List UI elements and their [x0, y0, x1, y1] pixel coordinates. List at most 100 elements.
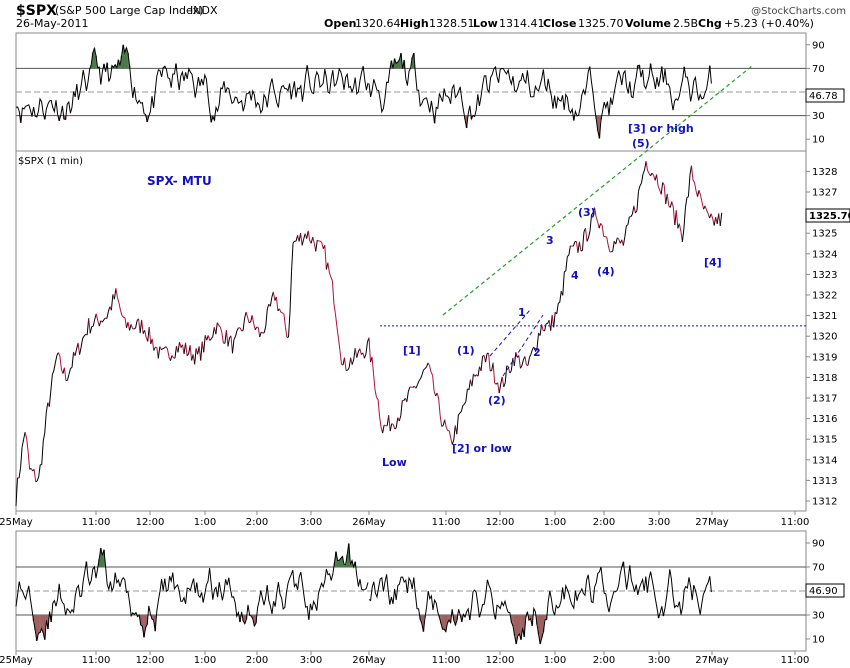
- price-segment: [601, 225, 605, 237]
- price-segment: [439, 415, 443, 427]
- price-segment: [530, 348, 533, 355]
- y-tick-label: 1323: [812, 270, 837, 281]
- price-segment: [669, 201, 673, 208]
- close-label: Close: [543, 17, 576, 30]
- price-segment: [307, 230, 311, 241]
- price-segment: [288, 311, 291, 338]
- price-segment: [20, 447, 23, 469]
- price-segment: [356, 351, 359, 358]
- price-segment: [429, 365, 432, 373]
- price-segment: [33, 469, 37, 482]
- price-segment: [42, 432, 46, 442]
- price-segment: [553, 312, 556, 328]
- price-segment: [242, 318, 246, 331]
- wave-label: Low: [382, 456, 407, 469]
- price-segment: [580, 249, 583, 252]
- price-segment: [418, 378, 421, 382]
- price-segment: [607, 245, 611, 252]
- price-segment: [215, 322, 218, 335]
- price-segment: [382, 424, 385, 434]
- price-segment: [327, 262, 330, 273]
- price-segment: [68, 368, 71, 375]
- price-segment: [441, 425, 444, 427]
- price-segment: [412, 385, 415, 388]
- price-segment: [595, 216, 599, 222]
- price-segment: [713, 217, 717, 226]
- indicator-tick-label: 10: [812, 135, 825, 146]
- price-segment: [284, 327, 288, 338]
- price-segment: [430, 371, 434, 376]
- price-segment: [328, 272, 332, 278]
- x-tick-label: 1:00: [544, 517, 566, 528]
- wave-label: (4): [597, 265, 615, 278]
- price-segment: [704, 205, 708, 211]
- price-segment: [23, 431, 26, 440]
- price-segment: [82, 335, 85, 339]
- price-segment: [391, 423, 394, 425]
- price-series: [15, 161, 806, 507]
- x-tick-label: 2:00: [246, 655, 268, 666]
- price-segment: [216, 322, 220, 326]
- price-segment: [239, 327, 243, 332]
- price-segment: [535, 347, 538, 352]
- price-segment: [63, 367, 67, 381]
- price-segment: [584, 228, 588, 242]
- price-segment: [272, 291, 276, 301]
- x-tick-label: 25May: [0, 655, 33, 666]
- price-segment: [406, 391, 409, 402]
- price-segment: [278, 308, 282, 313]
- price-segment: [103, 317, 106, 321]
- price-segment: [416, 380, 420, 386]
- channel-line-upper: [489, 309, 531, 357]
- price-segment: [53, 362, 56, 371]
- price-segment: [471, 373, 474, 387]
- upper-last-value: 46.78: [809, 91, 838, 102]
- volume-value: 2.5B: [673, 17, 698, 30]
- price-segment: [98, 320, 102, 327]
- price-segment: [245, 311, 249, 318]
- price-segment: [207, 335, 211, 341]
- price-segment: [253, 323, 256, 330]
- indicator-tick-label: 90: [812, 40, 825, 51]
- price-segment: [233, 336, 236, 340]
- close-value: 1325.70: [578, 17, 624, 30]
- price-segment: [529, 353, 532, 358]
- price-segment: [200, 341, 203, 361]
- price-segment: [392, 424, 396, 430]
- x-tick-label: 1:00: [194, 655, 216, 666]
- price-segment: [557, 301, 561, 304]
- price-segment: [373, 373, 376, 391]
- price-segment: [600, 223, 603, 226]
- y-tick-label: 1327: [812, 188, 837, 199]
- price-segment: [681, 228, 685, 242]
- x-tick-label: 25May: [0, 517, 33, 528]
- price-segment: [236, 327, 239, 331]
- price-segment: [671, 201, 674, 208]
- price-segment: [510, 357, 514, 371]
- price-segment: [129, 324, 132, 331]
- price-segment: [80, 338, 84, 348]
- indicator-tick-label: 10: [812, 635, 825, 646]
- wave-label: (2): [488, 394, 506, 407]
- price-segment: [312, 236, 315, 244]
- price-segment: [581, 231, 585, 251]
- price-segment: [130, 324, 134, 329]
- price-segment: [351, 359, 355, 365]
- price-segment: [690, 165, 694, 180]
- price-segment: [203, 335, 206, 353]
- price-segment: [133, 327, 136, 330]
- wave-label: (3): [578, 206, 596, 219]
- price-segment: [79, 347, 82, 355]
- price-segment: [687, 175, 691, 197]
- price-segment: [333, 303, 336, 314]
- price-segment: [177, 341, 180, 353]
- price-segment: [407, 386, 411, 392]
- price-segment: [157, 346, 161, 359]
- indicator-tick-label: 30: [812, 111, 825, 122]
- price-segment: [433, 390, 437, 397]
- price-segment: [247, 317, 250, 323]
- price-segment: [344, 357, 347, 371]
- price-segment: [123, 316, 126, 319]
- price-segment: [162, 347, 165, 350]
- price-segment: [330, 276, 333, 281]
